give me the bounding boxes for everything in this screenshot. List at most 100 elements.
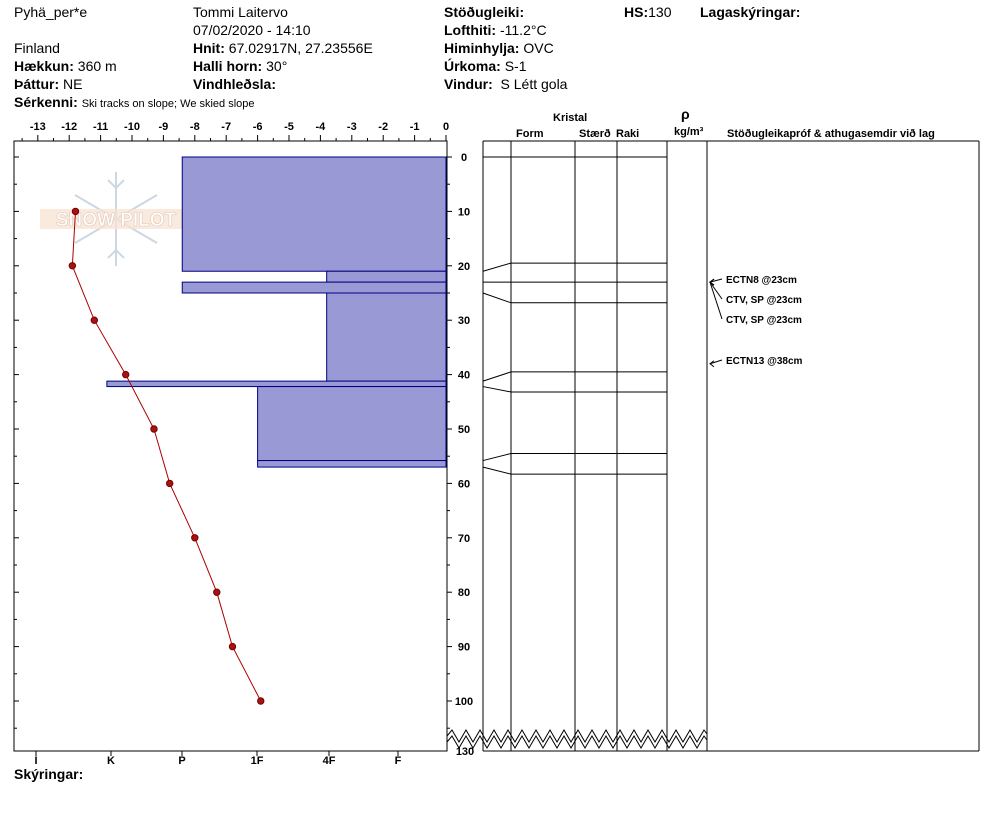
test-arrow-head <box>709 278 715 286</box>
slope: Halli horn: 30° <box>193 58 287 74</box>
temp-tick-label: -5 <box>284 121 294 133</box>
hardness-layer <box>257 386 447 462</box>
temperature-point <box>165 479 174 488</box>
sky-value: OVC <box>523 40 554 56</box>
test-arrow <box>709 359 723 365</box>
legend-label: Skýringar: <box>14 766 84 782</box>
specifics-value: Ski tracks on slope; We skied slope <box>81 98 255 110</box>
sky: Himinhylja: OVC <box>444 40 554 56</box>
density-unit-header: kg/m³ <box>674 126 704 138</box>
layer-connector <box>482 466 512 475</box>
moisture-header: Raki <box>616 128 640 140</box>
wind: Vindur: S Létt gola <box>444 76 567 92</box>
hardness-layer <box>326 292 447 382</box>
temp-tick-label: -10 <box>124 121 140 133</box>
layer-connector <box>482 292 512 304</box>
air-temp-label: Lofthiti: <box>444 22 497 38</box>
layer-boundary-lines <box>482 156 667 475</box>
depth-tick-label: 20 <box>458 261 470 273</box>
wind-loading: Vindhleðsla: <box>193 76 276 92</box>
air-temp-value: -11.2°C <box>499 22 547 38</box>
temperature-point <box>191 534 199 542</box>
hardness-layer <box>181 281 447 294</box>
test-label: ECTN8 @23cm <box>726 275 797 286</box>
elevation: Hækkun: 360 m <box>14 58 117 74</box>
hardness-layer <box>106 380 447 388</box>
test-label: CTV, SP @23cm <box>726 295 802 306</box>
hardness-tick-label: 4F <box>323 755 336 767</box>
layer-connector <box>482 371 512 382</box>
country: Finland <box>14 40 60 56</box>
hardness-tick-label: I <box>34 755 37 767</box>
snowpilot-watermark: SNOW PILOT <box>40 172 192 266</box>
test-arrow <box>709 278 723 283</box>
depth-break-zigzag-2 <box>446 735 708 749</box>
temperature-point <box>213 588 221 596</box>
temp-tick-label: -7 <box>221 121 231 133</box>
elevation-label: Hækkun: <box>14 58 74 74</box>
hardness-tick-label: P <box>178 755 185 767</box>
hardness-temp-frame <box>13 140 448 752</box>
layer-connector <box>482 386 512 393</box>
hardness-tick-label: F <box>395 755 402 767</box>
wind-value: S Létt gola <box>500 76 568 92</box>
depth-tick-label: 80 <box>458 587 470 599</box>
hardness-layer <box>257 460 447 468</box>
rho-header: ρ <box>681 106 690 122</box>
hardness-layers <box>106 156 447 468</box>
temp-tick-label: -11 <box>93 121 108 133</box>
test-label: CTV, SP @23cm <box>726 315 802 326</box>
aspect-label: Þáttur: <box>14 76 60 92</box>
test-arrow <box>709 281 723 300</box>
temp-tick-label: -3 <box>347 121 357 133</box>
precip-value: S-1 <box>504 58 527 74</box>
temperature-point <box>122 370 130 379</box>
temp-tick-label: -8 <box>190 121 200 133</box>
size-header: Stærð <box>579 128 611 140</box>
depth-tick-label: 90 <box>458 642 470 654</box>
temperature-axis: -13 -12 -11 -10 -9 -8 -7 -6 -5 -4 -3 -2 -1 0 <box>21 121 449 141</box>
depth-tick-label: 30 <box>458 315 470 327</box>
depth-tick-label: 0 <box>461 152 467 164</box>
tests-header: Stöðugleikapróf & athugasemdir við lag <box>727 128 935 140</box>
temperature-point <box>71 207 80 216</box>
hs-label: HS: <box>624 4 649 20</box>
coords-label: Hnit: <box>193 40 225 56</box>
precip: Úrkoma: S-1 <box>444 58 526 74</box>
temp-tick-label: -13 <box>30 121 46 133</box>
elevation-value: 360 m <box>77 58 117 74</box>
temperature-point <box>150 425 158 433</box>
aspect: Þáttur: NE <box>14 76 82 92</box>
slope-label: Halli horn: <box>193 58 263 74</box>
wind-loading-label: Vindhleðsla: <box>193 76 276 92</box>
depth-tick-label: 10 <box>458 206 470 218</box>
depth-bottom-label: 130 <box>456 746 474 758</box>
hs: HS:130 <box>624 4 671 20</box>
hardness-layer <box>326 270 447 283</box>
test-arrow-head <box>709 360 715 368</box>
temperature-line <box>71 211 262 702</box>
depth-tick-label: 70 <box>458 533 470 545</box>
hardness-layer <box>181 156 447 272</box>
datetime: 07/02/2020 - 14:10 <box>193 22 311 38</box>
slope-value: 30° <box>266 58 288 74</box>
stability: Stöðugleiki: <box>444 4 524 20</box>
temp-tick-label: -4 <box>316 121 327 133</box>
hardness-tick-label: 1F <box>251 755 264 767</box>
temp-tick-label: -1 <box>410 121 420 133</box>
temp-tick-label: -6 <box>253 121 263 133</box>
layer-connector <box>482 262 512 272</box>
temp-tick-label: -2 <box>378 121 388 133</box>
observer: Tommi Laitervo <box>193 4 288 20</box>
depth-break-zigzag <box>446 729 708 743</box>
aspect-value: NE <box>63 76 83 92</box>
stability-tests: ECTN8 @23cm CTV, SP @23cm CTV, SP @23cm ECT… <box>709 275 803 368</box>
precip-label: Úrkoma: <box>444 58 501 74</box>
coords: Hnit: 67.02917N, 27.23556E <box>193 40 373 56</box>
temperature-point <box>68 262 77 270</box>
temperature-point <box>90 316 99 324</box>
sky-label: Himinhylja: <box>444 40 520 56</box>
form-header: Form <box>516 128 544 140</box>
hs-value: 130 <box>648 4 672 20</box>
hardness-tick-label: K <box>107 755 115 767</box>
